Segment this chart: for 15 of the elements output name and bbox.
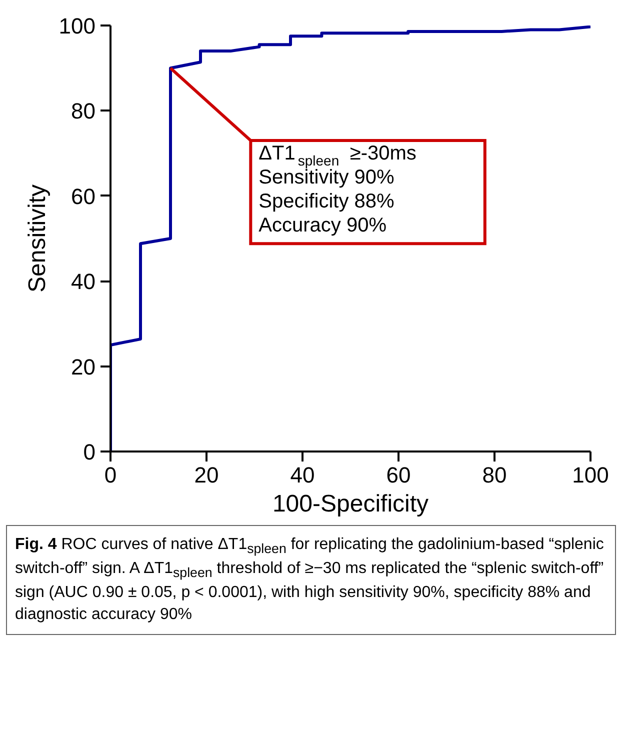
text: Fig. 4 ROC curves of native ΔT1$_{spleen}$ for replicating the gadolinium-based “splenic switch-off” sign. A ΔT1$_{spleen}$ threshold of ≥−30 ms replicated the “splenic switch-off” sign (AUC 0.90 ± 0.05, p < 0.0001), with high sensitivity 90%, specificity 88% and diagnostic accuracy 90% xyxy=(15,536,604,623)
x-tick-label: 0 xyxy=(104,462,117,488)
x-tick-label: 80 xyxy=(482,462,507,488)
y-axis-title: Sensitivity xyxy=(24,184,51,293)
x-axis-title: 100-Specificity xyxy=(272,490,429,518)
x-tick-label: 100 xyxy=(572,462,609,488)
y-tick-label: 100 xyxy=(58,14,96,38)
y-tick-label: 20 xyxy=(71,354,96,380)
x-tick-label: 20 xyxy=(194,462,219,488)
y-tick-label: 40 xyxy=(71,269,96,294)
y-tick-label: 0 xyxy=(83,440,96,464)
y-tick-label: 80 xyxy=(71,98,96,124)
y-tick-label: 60 xyxy=(71,184,96,209)
x-tick-label: 60 xyxy=(386,462,411,488)
x-tick-label: 40 xyxy=(290,462,315,488)
